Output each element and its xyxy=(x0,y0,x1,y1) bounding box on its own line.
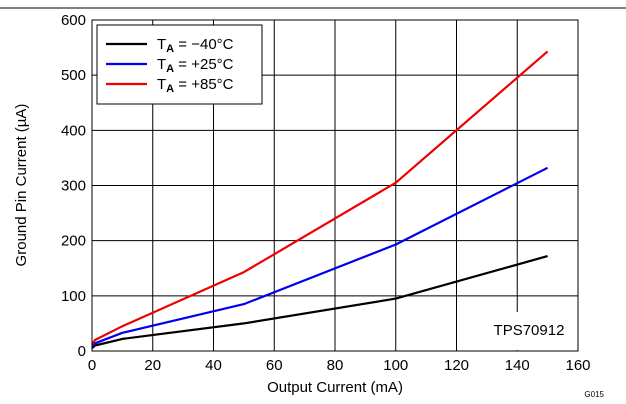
x-tick-label: 160 xyxy=(565,357,590,374)
series-line-3 xyxy=(91,50,549,346)
series-layer xyxy=(91,50,549,350)
legend-label-3: TA = +85°C xyxy=(157,76,234,95)
legend-label-2: TA = +25°C xyxy=(157,56,234,75)
x-tick-label: 40 xyxy=(205,357,222,374)
y-tick-label: 0 xyxy=(78,343,86,360)
y-axis-label: Ground Pin Current (µA) xyxy=(13,104,30,267)
y-tick-label: 300 xyxy=(61,178,86,195)
x-tick-label: 0 xyxy=(88,357,96,374)
x-tick-label: 120 xyxy=(444,357,469,374)
y-tick-label: 200 xyxy=(61,233,86,250)
y-tick-label: 500 xyxy=(61,67,86,84)
device-label-bg xyxy=(480,312,577,350)
figure-code: G015 xyxy=(584,390,604,399)
x-axis-label: Output Current (mA) xyxy=(267,379,403,396)
series-line-2 xyxy=(91,166,549,348)
device-label: TPS70912 xyxy=(494,322,565,339)
ticks: 0 20 40 60 80 100 120 140 160 0 100 200 300 400 500 600 xyxy=(61,12,591,374)
grid xyxy=(92,20,578,351)
x-tick-label: 20 xyxy=(144,357,161,374)
x-tick-label: 80 xyxy=(327,357,344,374)
y-tick-label: 600 xyxy=(61,12,86,29)
legend: TA = −40°CTA = +25°CTA = +85°C xyxy=(96,24,263,105)
y-tick-label: 400 xyxy=(61,122,86,139)
x-tick-label: 140 xyxy=(505,357,530,374)
y-tick-label: 100 xyxy=(61,288,86,305)
x-tick-label: 100 xyxy=(383,357,408,374)
legend-label-1: TA = −40°C xyxy=(157,36,234,55)
x-tick-label: 60 xyxy=(266,357,283,374)
plot-area-frame xyxy=(91,19,579,352)
series-line-1 xyxy=(91,255,548,350)
